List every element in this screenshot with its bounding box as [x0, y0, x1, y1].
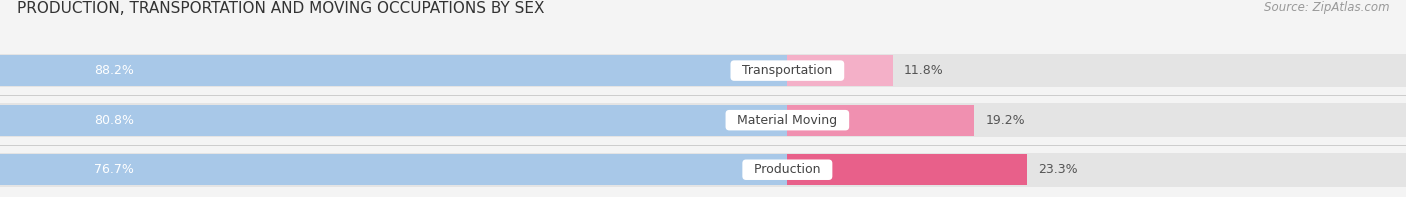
Text: Transportation: Transportation	[734, 64, 841, 77]
Bar	[787, 55, 893, 86]
Text: Material Moving: Material Moving	[730, 114, 845, 127]
Text: Source: ZipAtlas.com: Source: ZipAtlas.com	[1264, 1, 1389, 14]
Bar	[0, 54, 1406, 87]
Bar	[0, 103, 1406, 137]
Bar	[787, 154, 1026, 185]
Text: 23.3%: 23.3%	[1038, 163, 1077, 176]
Bar	[0, 105, 787, 136]
Text: Production: Production	[747, 163, 828, 176]
Text: 11.8%: 11.8%	[904, 64, 943, 77]
Text: 76.7%: 76.7%	[94, 163, 135, 176]
Bar	[787, 105, 974, 136]
Text: PRODUCTION, TRANSPORTATION AND MOVING OCCUPATIONS BY SEX: PRODUCTION, TRANSPORTATION AND MOVING OC…	[17, 1, 544, 16]
Bar	[0, 153, 1406, 187]
Text: 80.8%: 80.8%	[94, 114, 135, 127]
Bar	[0, 154, 787, 185]
Text: 19.2%: 19.2%	[986, 114, 1025, 127]
Text: 88.2%: 88.2%	[94, 64, 135, 77]
Bar	[0, 55, 787, 86]
